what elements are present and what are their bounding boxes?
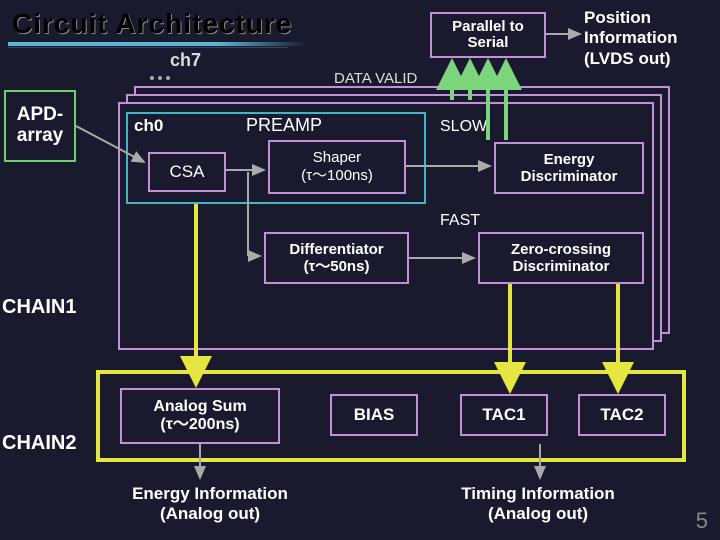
shaper-block: Shaper(τ〜100ns) [268,140,406,194]
chain2-label: CHAIN2 [2,432,76,455]
title-underline-thin [8,47,288,48]
differentiator-block: Differentiator(τ〜50ns) [264,232,409,284]
apd-array-block: APD-array [4,90,76,162]
ch0-label: ch0 [134,116,163,136]
page-number: 5 [696,508,708,534]
tac2-block: TAC2 [578,394,666,436]
parallel-to-serial-block: Parallel toSerial [430,12,546,58]
analog-sum-block: Analog Sum(τ〜200ns) [120,388,280,444]
data-valid-label: DATA VALID [334,70,417,87]
slide-title: Circuit Architecture [12,8,292,40]
bias-block: BIAS [330,394,418,436]
csa-block: CSA [148,152,226,192]
chain1-label: CHAIN1 [2,296,76,319]
timing-info-label: Timing Information(Analog out) [438,484,638,525]
tac1-block: TAC1 [460,394,548,436]
slow-label: SLOW [440,118,487,136]
position-info-label: PositionInformation(LVDS out) [584,8,714,69]
ch7-label: ch7 [170,50,201,71]
fast-label: FAST [440,212,480,230]
zero-crossing-block: Zero-crossingDiscriminator [478,232,644,284]
preamp-label: PREAMP [246,115,322,136]
title-underline [8,42,308,46]
energy-info-label: Energy Information(Analog out) [110,484,310,525]
energy-discriminator-block: EnergyDiscriminator [494,142,644,194]
